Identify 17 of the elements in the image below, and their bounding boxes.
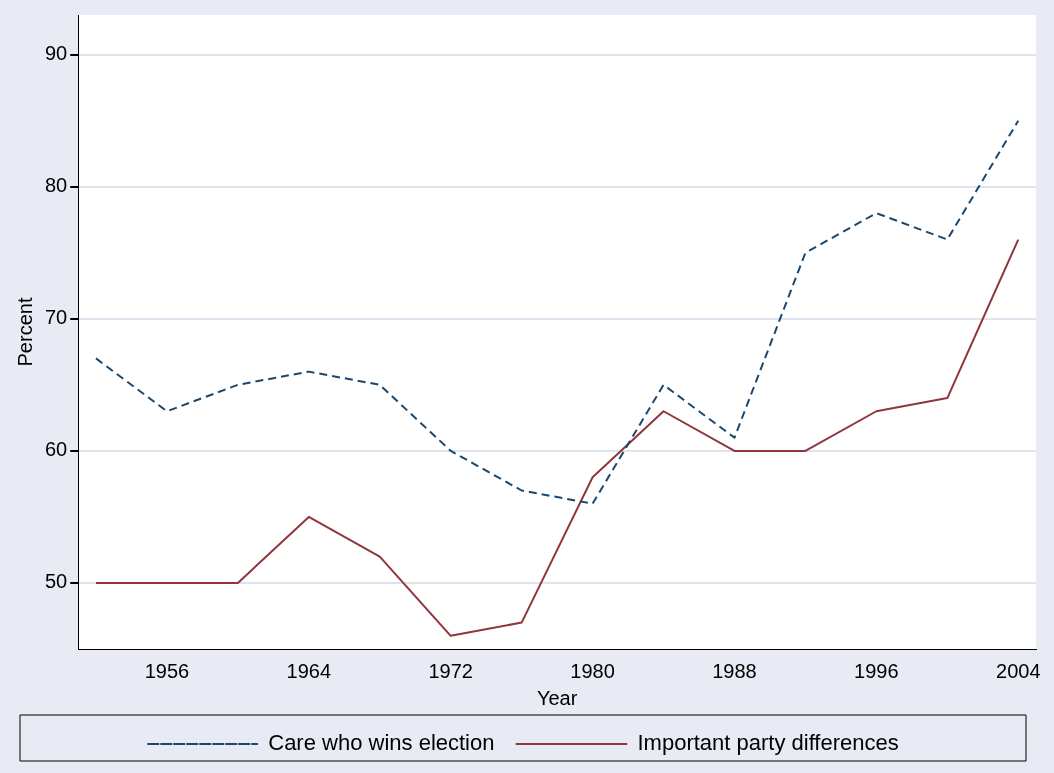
x-tick-label: 1956 xyxy=(144,659,190,682)
y-axis-title: Percent xyxy=(13,297,36,367)
x-tick-label: 1988 xyxy=(712,659,757,682)
x-tick-label: 2004 xyxy=(996,659,1041,682)
x-tick-label: 1964 xyxy=(286,659,332,682)
x-tick-label: 1996 xyxy=(854,659,899,682)
line-series xyxy=(94,119,1020,505)
x-tick-label: 1972 xyxy=(428,659,473,682)
legend-label: Care who wins election xyxy=(268,730,495,756)
y-tick-label: 60 xyxy=(45,438,68,461)
y-tick-label: 80 xyxy=(45,174,68,197)
y-tick-label: 90 xyxy=(45,42,68,65)
x-axis-title: Year xyxy=(536,686,578,709)
x-tick-label: 1980 xyxy=(570,659,615,682)
legend-label: Important party differences xyxy=(637,730,899,756)
y-tick-label: 70 xyxy=(45,306,68,329)
y-tick-label: 50 xyxy=(45,570,68,593)
